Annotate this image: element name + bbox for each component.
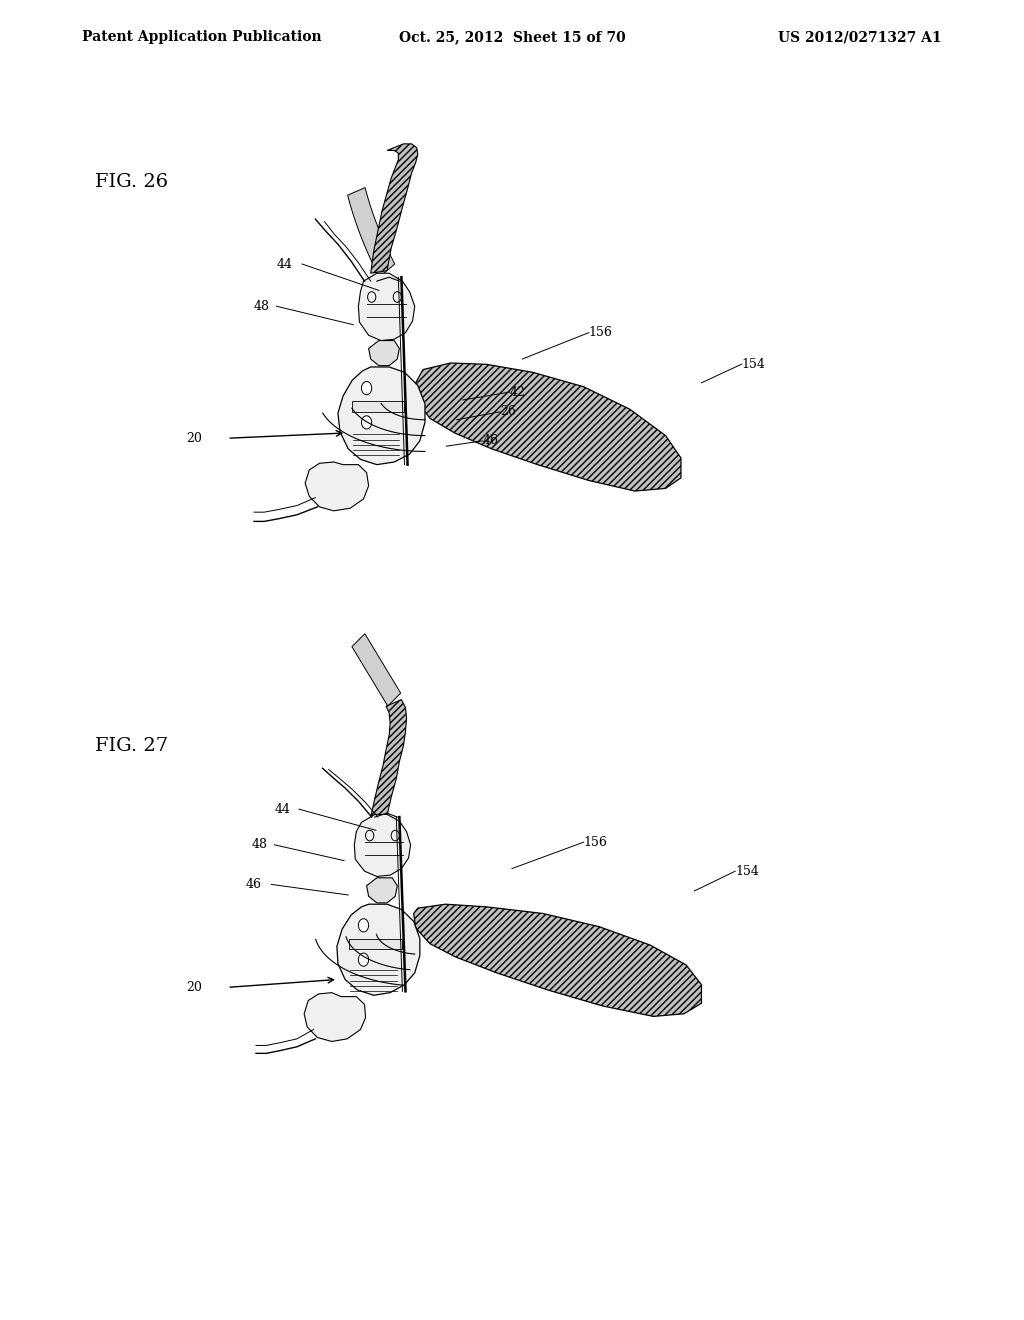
Text: 46: 46 <box>482 434 499 447</box>
Polygon shape <box>352 634 400 706</box>
Polygon shape <box>305 462 369 511</box>
Circle shape <box>358 953 369 966</box>
Text: 154: 154 <box>735 865 759 878</box>
Text: 156: 156 <box>589 326 612 339</box>
Text: 154: 154 <box>741 358 765 371</box>
Text: Patent Application Publication: Patent Application Publication <box>82 30 322 45</box>
Polygon shape <box>354 814 411 876</box>
Circle shape <box>361 416 372 429</box>
Text: Oct. 25, 2012  Sheet 15 of 70: Oct. 25, 2012 Sheet 15 of 70 <box>398 30 626 45</box>
Circle shape <box>361 381 372 395</box>
Circle shape <box>358 919 369 932</box>
Text: 46: 46 <box>246 878 262 891</box>
Polygon shape <box>352 401 404 412</box>
Text: US 2012/0271327 A1: US 2012/0271327 A1 <box>778 30 942 45</box>
Polygon shape <box>338 367 425 465</box>
Text: 48: 48 <box>252 838 268 851</box>
Text: 20: 20 <box>186 981 203 994</box>
Text: 44: 44 <box>274 803 291 816</box>
Polygon shape <box>304 993 366 1041</box>
Text: 26: 26 <box>500 405 516 418</box>
Polygon shape <box>349 939 402 949</box>
Polygon shape <box>414 904 701 1016</box>
Text: 48: 48 <box>254 300 270 313</box>
Text: 156: 156 <box>584 836 607 849</box>
Polygon shape <box>347 187 395 277</box>
Polygon shape <box>416 363 681 491</box>
Polygon shape <box>371 144 418 273</box>
Text: FIG. 27: FIG. 27 <box>95 737 168 755</box>
Polygon shape <box>367 878 397 903</box>
Polygon shape <box>369 341 399 366</box>
Text: 42: 42 <box>510 385 526 399</box>
Polygon shape <box>337 904 420 995</box>
Text: 20: 20 <box>186 432 203 445</box>
Text: FIG. 26: FIG. 26 <box>95 173 168 191</box>
Polygon shape <box>371 700 407 817</box>
Polygon shape <box>358 273 415 341</box>
Text: 44: 44 <box>276 257 293 271</box>
